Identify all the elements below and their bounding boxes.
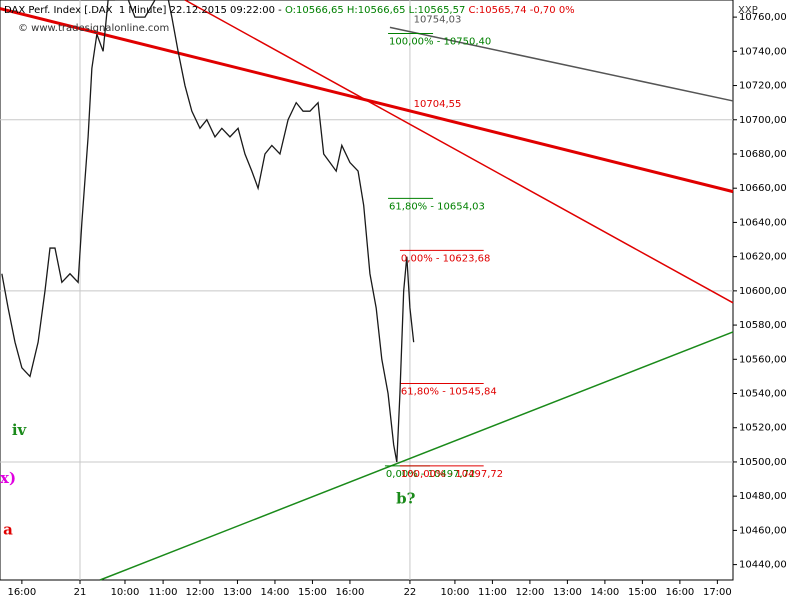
x-tick-label: 10:00 xyxy=(441,587,470,598)
header-part: C:10565,74 -0,70 0% xyxy=(469,5,575,16)
y-tick-label: 10580,00 xyxy=(739,320,787,331)
fib-label: 100,00% - 10497,72 xyxy=(401,469,503,480)
y-axis-title: XXP xyxy=(738,5,758,16)
y-tick-label: 10500,00 xyxy=(739,457,787,468)
wave-label: a xyxy=(3,520,13,538)
header-part: O:10566,65 H:10566,65 L:10565,57 xyxy=(285,5,469,16)
x-tick-label: 15:00 xyxy=(628,587,657,598)
y-tick-label: 10520,00 xyxy=(739,423,787,434)
y-tick-label: 10700,00 xyxy=(739,115,787,126)
y-tick-label: 10480,00 xyxy=(739,491,787,502)
y-tick-label: 10540,00 xyxy=(739,389,787,400)
wave-label: x) xyxy=(0,469,16,487)
price-label: 10704,55 xyxy=(414,99,462,110)
y-tick-label: 10620,00 xyxy=(739,252,787,263)
price-line xyxy=(1,0,415,463)
trendline xyxy=(184,0,734,304)
x-tick-label: 11:00 xyxy=(149,587,178,598)
x-tick-label: 14:00 xyxy=(590,587,619,598)
price-label: 10754,03 xyxy=(414,14,462,25)
y-tick-label: 10640,00 xyxy=(739,217,787,228)
y-tick-label: 10600,00 xyxy=(739,286,787,297)
x-tick-label: 13:00 xyxy=(553,587,582,598)
y-tick-label: 10720,00 xyxy=(739,81,787,92)
header-part: DAX Perf. Index [.DAX 1 Minute] 22.12.20… xyxy=(4,5,285,16)
x-tick-label: 10:00 xyxy=(111,587,140,598)
x-tick-label: 22 xyxy=(404,587,417,598)
x-tick-label: 12:00 xyxy=(515,587,544,598)
x-tick-label: 21 xyxy=(74,587,87,598)
y-tick-label: 10740,00 xyxy=(739,46,787,57)
fib-label: 100,00% - 10750,40 xyxy=(389,37,491,48)
x-tick-label: 13:00 xyxy=(223,587,252,598)
x-tick-label: 12:00 xyxy=(186,587,215,598)
fib-label: 61,80% - 10545,84 xyxy=(401,387,497,398)
y-tick-label: 10440,00 xyxy=(739,560,787,571)
wave-label: b? xyxy=(396,490,415,508)
fib-label: 61,80% - 10654,03 xyxy=(389,201,485,212)
x-tick-label: 16:00 xyxy=(665,587,694,598)
plot-frame xyxy=(0,0,734,581)
trendline xyxy=(99,331,734,581)
x-tick-label: 16:00 xyxy=(7,587,36,598)
x-tick-label: 16:00 xyxy=(336,587,365,598)
y-tick-label: 10660,00 xyxy=(739,183,787,194)
x-tick-label: 17:00 xyxy=(703,587,732,598)
x-tick-label: 15:00 xyxy=(298,587,327,598)
wave-label: iv xyxy=(12,421,28,439)
header: DAX Perf. Index [.DAX 1 Minute] 22.12.20… xyxy=(4,5,575,16)
x-tick-label: 11:00 xyxy=(478,587,507,598)
trendline xyxy=(389,26,734,102)
fib-label: 0,00% - 10623,68 xyxy=(401,253,490,264)
fib-label: 0,00% - 10497,72 xyxy=(386,469,475,480)
x-tick-label: 14:00 xyxy=(261,587,290,598)
y-tick-label: 10680,00 xyxy=(739,149,787,160)
y-tick-label: 10460,00 xyxy=(739,525,787,536)
y-tick-label: 10760,00 xyxy=(739,12,787,23)
y-tick-label: 10560,00 xyxy=(739,354,787,365)
watermark: © www.tradesignalonline.com xyxy=(18,23,169,34)
